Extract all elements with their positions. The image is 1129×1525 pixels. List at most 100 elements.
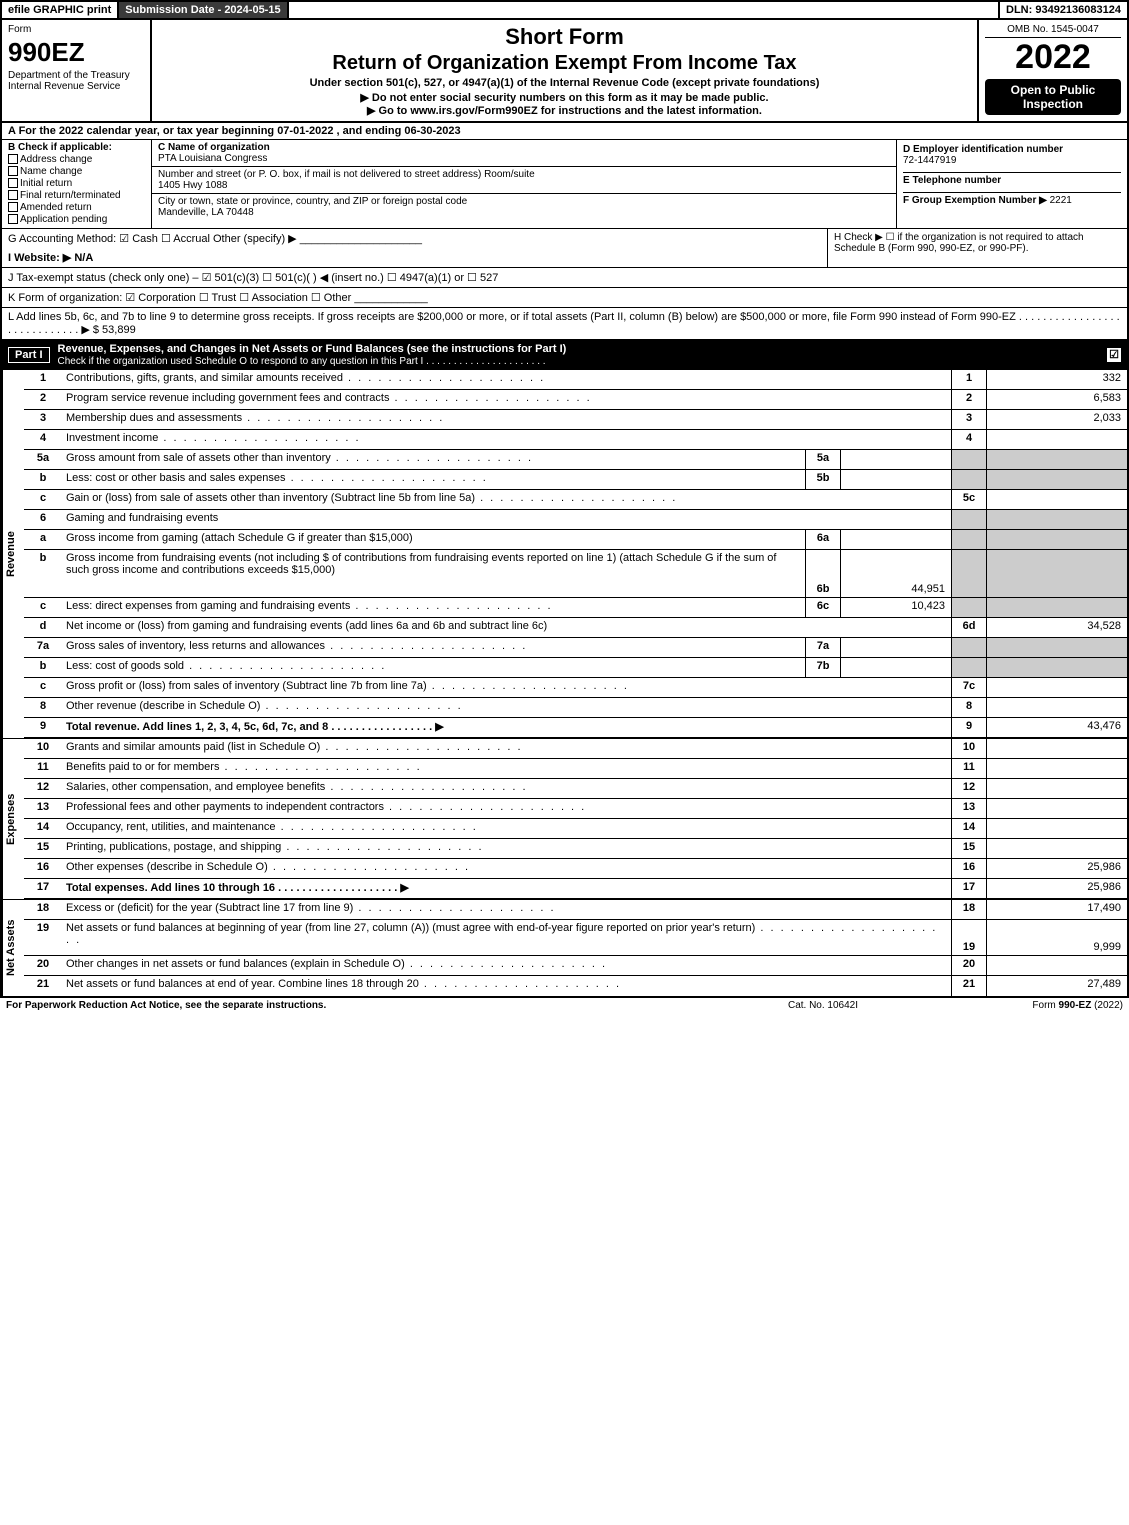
ein-label: D Employer identification number <box>903 144 1121 155</box>
line-17-num: 17 <box>24 879 62 898</box>
efile-print-label[interactable]: efile GRAPHIC print <box>2 2 119 18</box>
line-11-box: 11 <box>951 759 987 778</box>
expenses-sidebar: Expenses <box>2 739 24 899</box>
form-label: Form <box>8 24 144 35</box>
line-9-num: 9 <box>24 718 62 737</box>
chk-final-return[interactable]: Final return/terminated <box>8 190 145 201</box>
footer-paperwork: For Paperwork Reduction Act Notice, see … <box>6 1000 723 1011</box>
chk-amended-return[interactable]: Amended return <box>8 202 145 213</box>
line-3-box: 3 <box>951 410 987 429</box>
section-b-label: B Check if applicable: <box>8 142 145 153</box>
line-19-box: 19 <box>951 920 987 955</box>
line-6c-shade2 <box>987 598 1127 617</box>
line-4-desc: Investment income <box>62 430 951 449</box>
chk-address-change[interactable]: Address change <box>8 154 145 165</box>
line-1-desc: Contributions, gifts, grants, and simila… <box>62 370 951 389</box>
line-15-val <box>987 839 1127 858</box>
line-20-box: 20 <box>951 956 987 975</box>
line-7b-desc: Less: cost of goods sold <box>62 658 805 677</box>
line-10-val <box>987 739 1127 758</box>
chk-initial-return[interactable]: Initial return <box>8 178 145 189</box>
line-8-val <box>987 698 1127 717</box>
city-label: City or town, state or province, country… <box>158 196 890 207</box>
line-6c-num: c <box>24 598 62 617</box>
line-21-desc: Net assets or fund balances at end of ye… <box>62 976 951 996</box>
accounting-method[interactable]: G Accounting Method: ☑ Cash ☐ Accrual Ot… <box>8 232 821 245</box>
line-6d-val: 34,528 <box>987 618 1127 637</box>
dept-label: Department of the Treasury Internal Reve… <box>8 70 144 92</box>
line-16-num: 16 <box>24 859 62 878</box>
line-12-val <box>987 779 1127 798</box>
line-17-desc: Total expenses. Add lines 10 through 16 … <box>62 879 951 898</box>
ein-value: 72-1447919 <box>903 155 1121 166</box>
line-11-num: 11 <box>24 759 62 778</box>
line-6b-sv: 44,951 <box>841 550 951 597</box>
open-inspection-badge: Open to Public Inspection <box>985 79 1121 115</box>
line-21-box: 21 <box>951 976 987 996</box>
chk-application-pending[interactable]: Application pending <box>8 214 145 225</box>
line-5a-shade <box>951 450 987 469</box>
line-18-val: 17,490 <box>987 900 1127 919</box>
addr-value: 1405 Hwy 1088 <box>158 180 890 191</box>
line-2-num: 2 <box>24 390 62 409</box>
line-2-val: 6,583 <box>987 390 1127 409</box>
line-1-box: 1 <box>951 370 987 389</box>
line-11-val <box>987 759 1127 778</box>
line-6c-desc: Less: direct expenses from gaming and fu… <box>62 598 805 617</box>
chk-name-change[interactable]: Name change <box>8 166 145 177</box>
line-6a-sub: 6a <box>805 530 841 549</box>
line-7c-desc: Gross profit or (loss) from sales of inv… <box>62 678 951 697</box>
omb-number: OMB No. 1545-0047 <box>985 24 1121 38</box>
line-14-desc: Occupancy, rent, utilities, and maintena… <box>62 819 951 838</box>
line-6b-sub: 6b <box>805 550 841 597</box>
line-10-num: 10 <box>24 739 62 758</box>
schedule-o-check-icon[interactable]: ☑ <box>1107 348 1121 362</box>
line-13-box: 13 <box>951 799 987 818</box>
schedule-b-check[interactable]: H Check ▶ ☐ if the organization is not r… <box>827 229 1127 267</box>
row-a-tax-year: A For the 2022 calendar year, or tax yea… <box>2 123 1127 140</box>
part-i-badge: Part I <box>8 347 50 363</box>
line-7a-shade <box>951 638 987 657</box>
line-5b-num: b <box>24 470 62 489</box>
line-6a-desc: Gross income from gaming (attach Schedul… <box>62 530 805 549</box>
line-6b-shade <box>951 550 987 597</box>
instructions-link[interactable]: ▶ Go to www.irs.gov/Form990EZ for instru… <box>158 104 971 117</box>
line-7b-sub: 7b <box>805 658 841 677</box>
line-7a-num: 7a <box>24 638 62 657</box>
line-18-box: 18 <box>951 900 987 919</box>
line-3-val: 2,033 <box>987 410 1127 429</box>
line-16-val: 25,986 <box>987 859 1127 878</box>
line-20-val <box>987 956 1127 975</box>
main-title: Return of Organization Exempt From Incom… <box>158 52 971 75</box>
line-17-val: 25,986 <box>987 879 1127 898</box>
line-9-box: 9 <box>951 718 987 737</box>
line-13-val <box>987 799 1127 818</box>
line-9-desc: Total revenue. Add lines 1, 2, 3, 4, 5c,… <box>62 718 951 737</box>
line-6c-sv: 10,423 <box>841 598 951 617</box>
line-5b-sub: 5b <box>805 470 841 489</box>
footer-catno: Cat. No. 10642I <box>723 1000 923 1011</box>
line-7b-num: b <box>24 658 62 677</box>
line-12-num: 12 <box>24 779 62 798</box>
line-17-box: 17 <box>951 879 987 898</box>
line-19-num: 19 <box>24 920 62 955</box>
line-5a-shade2 <box>987 450 1127 469</box>
line-18-num: 18 <box>24 900 62 919</box>
line-15-desc: Printing, publications, postage, and shi… <box>62 839 951 858</box>
tax-exempt-status[interactable]: J Tax-exempt status (check only one) – ☑… <box>2 268 1127 288</box>
line-6b-desc: Gross income from fundraising events (no… <box>62 550 805 597</box>
form-of-organization[interactable]: K Form of organization: ☑ Corporation ☐ … <box>2 288 1127 308</box>
line-4-num: 4 <box>24 430 62 449</box>
line-20-num: 20 <box>24 956 62 975</box>
line-6d-box: 6d <box>951 618 987 637</box>
line-7a-shade2 <box>987 638 1127 657</box>
line-16-box: 16 <box>951 859 987 878</box>
line-9-val: 43,476 <box>987 718 1127 737</box>
line-2-desc: Program service revenue including govern… <box>62 390 951 409</box>
line-12-desc: Salaries, other compensation, and employ… <box>62 779 951 798</box>
line-7a-sub: 7a <box>805 638 841 657</box>
line-6b-shade2 <box>987 550 1127 597</box>
line-6-shade <box>951 510 987 529</box>
website-row: I Website: ▶ N/A <box>8 251 821 264</box>
dln-label: DLN: 93492136083124 <box>998 2 1127 18</box>
